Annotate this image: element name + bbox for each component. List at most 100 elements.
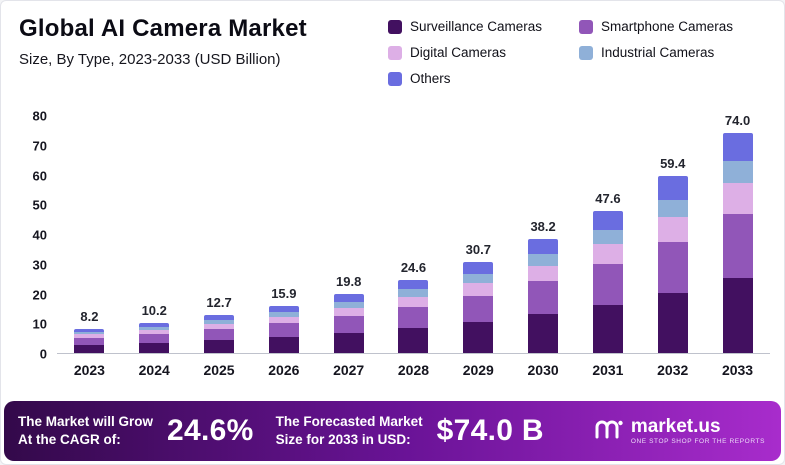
bar-segment xyxy=(657,241,688,293)
bar-segment xyxy=(204,340,235,353)
bar-segment xyxy=(333,333,364,353)
bar-segment xyxy=(268,305,299,312)
bar-slot: 15.9 xyxy=(251,116,316,353)
bar-total-label: 74.0 xyxy=(724,112,751,128)
bar-slot: 12.7 xyxy=(187,116,252,353)
y-tick-label: 60 xyxy=(32,168,47,183)
bar-segment xyxy=(592,263,623,305)
bar-segment xyxy=(74,328,105,332)
y-tick-label: 50 xyxy=(32,197,47,213)
x-axis: 2023 2024 2025 2026 2027 2028 2029 2030 2031 2032… xyxy=(57,362,770,378)
y-tick-label: 30 xyxy=(32,257,47,273)
cagr-label: The Market will Grow At the CAGR of: xyxy=(18,414,154,447)
legend-item: Surveillance Cameras xyxy=(388,19,573,34)
bar-segment xyxy=(528,239,559,255)
stacked-bar xyxy=(204,315,235,353)
bar-segment xyxy=(268,316,299,324)
bar-slot: 47.6 xyxy=(576,116,641,353)
bar-segment xyxy=(268,311,299,317)
bar-segment xyxy=(463,282,494,296)
x-axis-label: 2031 xyxy=(592,362,624,378)
legend-label: Digital Cameras xyxy=(410,45,507,60)
bar-segment xyxy=(592,304,623,353)
chart-area: 0 10 20 30 40 50 60 70 80 8.2 10.2 12.7 15.9 19.8 24.… xyxy=(17,109,774,408)
bar-total-label: 15.9 xyxy=(271,285,297,301)
bar-segment xyxy=(74,334,105,338)
bar-segment xyxy=(528,265,559,282)
bar-segment xyxy=(722,214,753,279)
bar-segment xyxy=(463,322,494,353)
x-axis-label: 2033 xyxy=(721,362,754,378)
bar-segment xyxy=(463,273,494,283)
legend-label: Others xyxy=(410,71,451,86)
stacked-bar xyxy=(657,176,688,353)
bar-segment xyxy=(204,315,235,321)
page-title: Global AI Camera Market xyxy=(19,15,307,42)
bar-segment xyxy=(268,323,299,337)
bar-segment xyxy=(139,342,170,353)
bar-slot: 74.0 xyxy=(705,112,770,353)
bar-segment xyxy=(139,333,170,343)
bar-slot: 8.2 xyxy=(57,116,122,353)
bar-segment xyxy=(139,329,170,334)
bar-segment xyxy=(398,289,429,297)
stacked-bar xyxy=(139,322,170,353)
bar-segment xyxy=(398,296,429,307)
header: Global AI Camera Market Size, By Type, 2… xyxy=(1,1,784,86)
stacked-bar xyxy=(528,239,559,353)
legend-swatch-icon xyxy=(579,45,593,60)
brand-logo: market.us ONE STOP SHOP FOR THE REPORTS xyxy=(594,417,765,446)
bar-total-label: 19.8 xyxy=(336,274,362,290)
legend-label: Surveillance Cameras xyxy=(410,19,543,34)
marketus-icon xyxy=(594,418,624,445)
stacked-bar xyxy=(398,279,429,353)
stacked-bar xyxy=(463,261,494,353)
bar-segment xyxy=(74,344,105,353)
footer-banner: The Market will Grow At the CAGR of: 24.… xyxy=(4,401,781,461)
plot-area: 8.2 10.2 12.7 15.9 19.8 24.6 30.7 38.2 47.6 59.4 7… xyxy=(57,112,770,354)
bar-segment xyxy=(657,292,688,353)
bar-segment xyxy=(204,320,235,324)
bar-segment xyxy=(398,306,429,329)
legend-item: Industrial Cameras xyxy=(579,45,764,60)
bar-slot: 38.2 xyxy=(511,116,576,353)
bar-segment xyxy=(74,337,105,345)
page-subtitle: Size, By Type, 2023-2033 (USD Billion) xyxy=(19,51,281,68)
forecast-value: $74.0 B xyxy=(436,414,544,447)
legend-swatch-icon xyxy=(388,19,402,34)
legend-item: Others xyxy=(388,71,573,86)
bar-total-label: 59.4 xyxy=(660,156,686,172)
x-axis-label: 2023 xyxy=(73,362,105,378)
title-block: Global AI Camera Market Size, By Type, 2… xyxy=(19,15,307,86)
cagr-value: 24.6% xyxy=(167,414,254,447)
bar-segment xyxy=(398,279,429,290)
bar-slot: 24.6 xyxy=(381,116,446,353)
stacked-bar xyxy=(722,132,753,353)
bar-segment xyxy=(528,254,559,266)
bar-total-label: 38.2 xyxy=(530,219,556,235)
stacked-bar xyxy=(333,294,364,353)
bar-segment xyxy=(333,301,364,308)
bar-slot: 30.7 xyxy=(446,116,511,353)
y-axis: 0 10 20 30 40 50 60 70 80 xyxy=(17,109,51,362)
legend-item: Digital Cameras xyxy=(388,45,573,60)
y-tick-label: 0 xyxy=(39,346,47,362)
bar-segment xyxy=(463,295,494,323)
bar-segment xyxy=(204,323,235,330)
x-axis-label: 2028 xyxy=(397,362,430,378)
bar-segment xyxy=(528,281,559,315)
legend-swatch-icon xyxy=(388,71,402,86)
y-tick-label: 70 xyxy=(32,138,47,154)
bar-segment xyxy=(592,229,623,244)
legend-label: Smartphone Cameras xyxy=(601,19,734,34)
y-tick-label: 10 xyxy=(32,316,47,332)
bar-segment xyxy=(528,314,559,353)
bar-segment xyxy=(463,261,494,274)
bar-segment xyxy=(268,336,299,353)
stacked-bar xyxy=(268,305,299,353)
bar-segment xyxy=(592,211,623,230)
bar-segment xyxy=(657,176,688,200)
bar-segment xyxy=(592,243,623,264)
legend-item: Smartphone Cameras xyxy=(579,19,764,34)
